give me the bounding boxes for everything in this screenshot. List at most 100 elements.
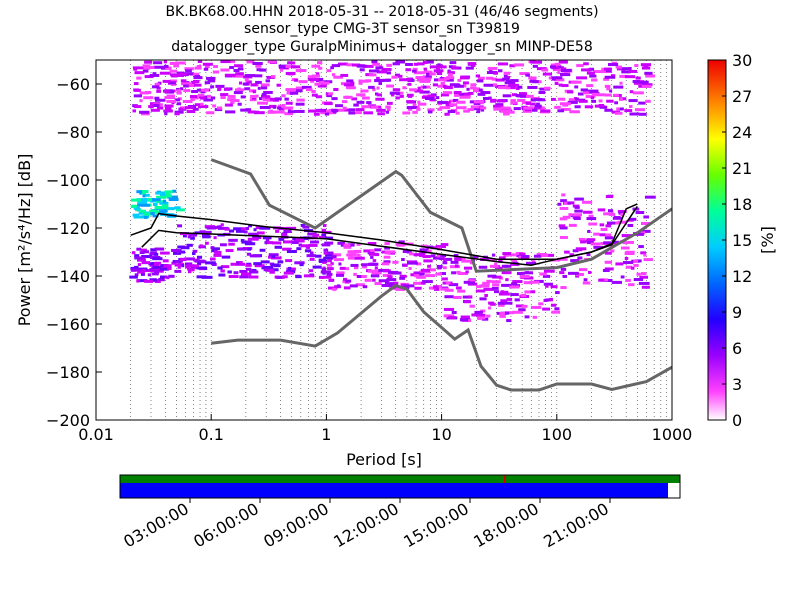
density-cell	[509, 64, 516, 68]
density-cell	[200, 88, 210, 92]
density-cell	[284, 112, 294, 116]
density-cell	[594, 93, 605, 97]
density-cell	[285, 101, 293, 105]
density-cell	[308, 109, 316, 113]
density-cell	[621, 70, 631, 74]
density-cell	[174, 206, 181, 210]
density-cell	[263, 90, 273, 94]
density-cell	[252, 235, 262, 239]
density-cell	[554, 62, 561, 66]
density-cell	[476, 316, 486, 320]
density-cell	[506, 75, 511, 79]
density-cell	[511, 282, 518, 286]
density-cell	[575, 272, 584, 276]
density-cell	[609, 89, 613, 93]
density-cell	[586, 71, 595, 75]
density-cell	[186, 110, 196, 114]
density-cell	[260, 94, 266, 98]
density-cell	[182, 234, 187, 238]
density-cell	[440, 243, 449, 247]
density-cell	[341, 100, 348, 104]
density-cell	[156, 200, 164, 204]
density-cell	[359, 68, 365, 72]
density-cell	[570, 80, 582, 84]
density-cell	[221, 255, 231, 259]
density-cell	[192, 249, 198, 253]
density-cell	[197, 262, 202, 266]
density-cell	[509, 285, 520, 289]
density-cell	[215, 84, 225, 88]
y-tick-label: −140	[46, 267, 90, 286]
density-cell	[227, 98, 236, 102]
density-cell	[635, 211, 645, 215]
density-cell	[412, 110, 418, 114]
density-cell	[395, 287, 405, 291]
density-cell	[604, 67, 612, 71]
density-cell	[171, 248, 182, 252]
density-cell	[643, 64, 649, 68]
density-cell	[638, 281, 650, 285]
density-cell	[494, 266, 503, 270]
density-cell	[240, 272, 252, 276]
density-cell	[593, 245, 603, 249]
density-cell	[569, 253, 575, 257]
density-cell	[354, 256, 365, 260]
density-cell	[239, 269, 248, 273]
density-cell	[332, 253, 342, 257]
density-cell	[196, 255, 203, 259]
density-cell	[557, 71, 561, 75]
density-cell	[519, 274, 530, 278]
density-cell	[166, 266, 172, 270]
density-cell	[469, 100, 477, 104]
density-cell	[356, 274, 367, 278]
density-cell	[366, 101, 372, 105]
density-cell	[510, 293, 519, 297]
density-cell	[356, 242, 361, 246]
density-cell	[554, 81, 559, 85]
density-cell	[440, 254, 447, 258]
density-cell	[513, 63, 525, 67]
density-cell	[362, 265, 366, 269]
density-cell	[471, 313, 480, 317]
density-cell	[574, 197, 584, 201]
density-cell	[295, 239, 305, 243]
y-tick-label: −120	[46, 219, 90, 238]
density-cell	[331, 109, 339, 113]
density-cell	[252, 90, 256, 94]
density-cell	[143, 215, 148, 219]
density-cell	[345, 267, 350, 271]
density-cell	[427, 268, 436, 272]
density-cell	[497, 69, 503, 73]
density-cell	[204, 65, 210, 69]
density-cell	[134, 256, 146, 260]
density-cell	[542, 307, 551, 311]
density-cell	[479, 106, 487, 110]
density-cell	[243, 230, 248, 234]
density-cell	[500, 109, 512, 113]
density-cell	[589, 74, 597, 78]
density-cell	[517, 85, 523, 89]
density-cell	[417, 62, 425, 66]
density-cell	[467, 279, 476, 283]
density-cell	[320, 270, 331, 274]
density-cell	[190, 80, 195, 84]
density-cell	[136, 190, 143, 194]
density-cell	[240, 227, 246, 231]
density-cell	[383, 260, 391, 264]
density-cell	[429, 72, 436, 76]
density-cell	[493, 71, 498, 75]
density-cell	[423, 259, 433, 263]
density-cell	[617, 220, 627, 224]
density-cell	[314, 82, 320, 86]
density-cell	[559, 217, 568, 221]
density-cell	[615, 262, 624, 266]
density-cell	[607, 209, 614, 213]
density-cell	[517, 98, 526, 102]
density-cell	[575, 274, 580, 278]
density-cell	[503, 112, 510, 116]
density-cell	[511, 93, 518, 97]
density-cell	[159, 210, 166, 214]
density-cell	[176, 89, 182, 93]
x-tick-label: 1	[321, 425, 331, 444]
density-cell	[643, 258, 653, 262]
